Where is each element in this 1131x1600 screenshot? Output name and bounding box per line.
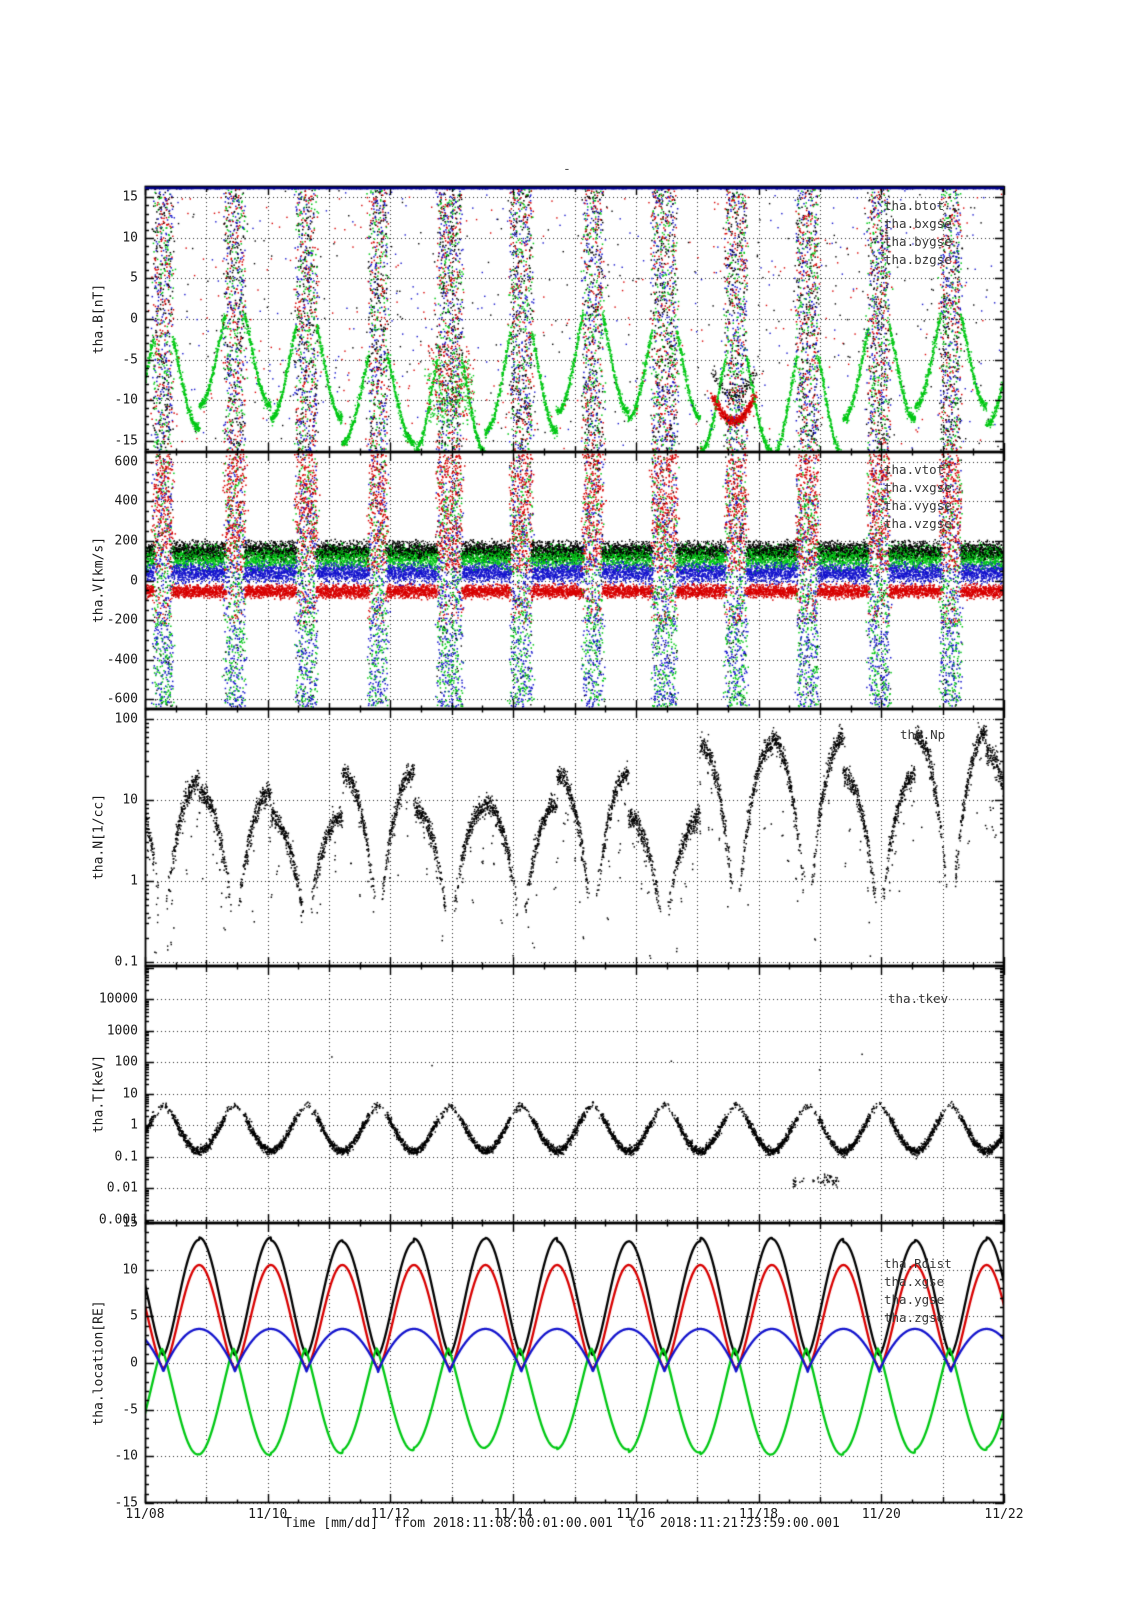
y-tick-label: 0.1 bbox=[114, 1149, 138, 1165]
y-tick-label: -10 bbox=[114, 392, 138, 408]
y-tick-label: 10000 bbox=[98, 991, 138, 1007]
y-tick-label: 15 bbox=[122, 189, 138, 205]
x-axis-caption: Time [mm/dd] from 2018:11:08:00:01:00.00… bbox=[284, 1516, 840, 1531]
y-tick-label: -5 bbox=[122, 352, 138, 368]
legend-panel-B: tha.btot tha.bxgse tha.bygse tha.bzgse bbox=[884, 198, 952, 270]
y-tick-label: 0.001 bbox=[98, 1212, 138, 1228]
legend-entry-tha-tkev: tha.tkev bbox=[888, 991, 949, 1006]
y-tick-label: 10 bbox=[122, 792, 138, 808]
y-tick-label: 0 bbox=[130, 573, 138, 588]
x-tick-label: 11/10 bbox=[248, 1507, 288, 1522]
y-tick-label: 0 bbox=[130, 1355, 138, 1371]
y-axis-label-N: tha.N[1/cc] bbox=[91, 793, 107, 881]
y-tick-label: -600 bbox=[106, 691, 138, 707]
x-tick-label: 11/14 bbox=[493, 1507, 533, 1522]
legend-entry-tha-Rdist: tha.Rdist bbox=[884, 1256, 952, 1271]
figure-title: - bbox=[563, 162, 571, 177]
x-tick-label: 11/16 bbox=[616, 1507, 656, 1522]
y-tick-label: 200 bbox=[114, 533, 138, 549]
legend-entry-tha-vxgse: tha.vxgse bbox=[884, 480, 952, 495]
y-tick-label: 5 bbox=[130, 1308, 138, 1324]
legend-entry-tha-vtot: tha.vtot bbox=[884, 462, 945, 477]
y-tick-label: -10 bbox=[114, 1448, 138, 1464]
legend-panel-location: tha.Rdist tha.xgse tha.ygse tha.zgse bbox=[884, 1256, 952, 1328]
y-tick-label: 10 bbox=[122, 1262, 138, 1278]
x-tick-label: 11/08 bbox=[125, 1507, 165, 1522]
legend-entry-tha-bxgse: tha.bxgse bbox=[884, 216, 952, 231]
y-tick-label: 100 bbox=[114, 1054, 138, 1070]
y-tick-label: 100 bbox=[114, 711, 138, 727]
y-tick-label: 15 bbox=[122, 1215, 138, 1231]
y-tick-label: 10 bbox=[122, 230, 138, 246]
legend-entry-tha-zgse: tha.zgse bbox=[884, 1310, 945, 1325]
legend-panel-N: tha.Np bbox=[900, 727, 945, 745]
y-tick-label: 600 bbox=[114, 454, 138, 470]
legend-entry-tha-xgse: tha.xgse bbox=[884, 1274, 945, 1289]
y-tick-label: -400 bbox=[106, 652, 138, 668]
legend-entry-tha-bygse: tha.bygse bbox=[884, 234, 952, 249]
y-tick-label: 0.01 bbox=[106, 1180, 138, 1196]
legend-entry-tha-btot: tha.btot bbox=[884, 198, 945, 213]
y-tick-label: 0 bbox=[130, 311, 138, 327]
y-tick-label: 1000 bbox=[106, 1023, 138, 1039]
y-tick-label: 10 bbox=[122, 1086, 138, 1102]
legend-entry-tha-Np: tha.Np bbox=[900, 727, 946, 742]
y-tick-label: 1 bbox=[130, 1117, 138, 1133]
legend-panel-V: tha.vtot tha.vxgse tha.vygse tha.vzgse bbox=[884, 462, 952, 534]
x-tick-label: 11/12 bbox=[370, 1507, 410, 1522]
x-tick-label: 11/20 bbox=[861, 1507, 901, 1522]
legend-entry-tha-vygse: tha.vygse bbox=[884, 498, 952, 513]
y-tick-label: 400 bbox=[114, 493, 138, 509]
x-tick-label: 11/18 bbox=[738, 1507, 779, 1522]
y-tick-label: -200 bbox=[106, 612, 138, 628]
legend-entry-tha-bzgse: tha.bzgse bbox=[884, 252, 952, 267]
legend-entry-tha-ygse: tha.ygse bbox=[884, 1292, 945, 1307]
y-tick-label: 0.1 bbox=[114, 954, 138, 970]
x-tick-label: 11/22 bbox=[984, 1507, 1024, 1522]
y-tick-label: -5 bbox=[122, 1402, 138, 1418]
legend-panel-T: tha.tkev bbox=[888, 991, 948, 1009]
y-tick-label: 5 bbox=[130, 270, 138, 286]
y-tick-label: -15 bbox=[114, 433, 138, 449]
legend-entry-tha-vzgse: tha.vzgse bbox=[884, 516, 952, 531]
y-tick-label: -15 bbox=[114, 1495, 138, 1511]
y-tick-label: 1 bbox=[130, 873, 138, 889]
